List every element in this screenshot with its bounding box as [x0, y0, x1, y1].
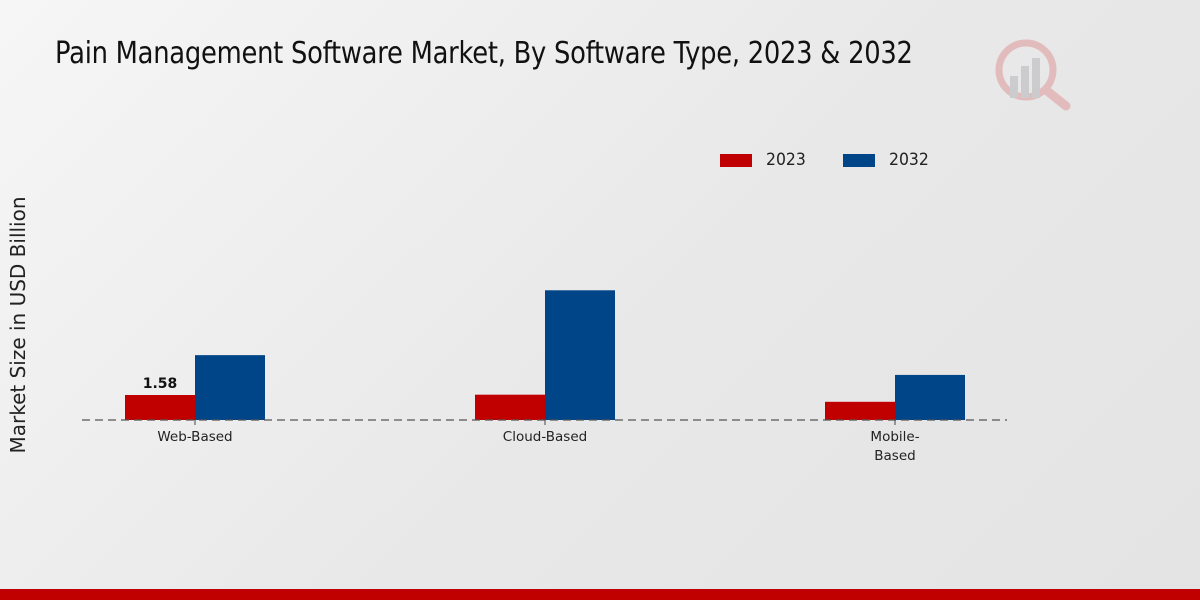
legend-item-2032[interactable]: 2032	[843, 150, 932, 170]
x-tick-label: Cloud-Based	[503, 429, 587, 445]
legend: 2023 2032	[720, 150, 967, 170]
chart-title: Pain Management Software Market, By Soft…	[55, 36, 913, 71]
legend-label-2023: 2023	[766, 150, 806, 170]
legend-label-2032: 2032	[889, 150, 930, 170]
data-label: 1.58	[143, 376, 178, 392]
bar-2032-web-based[interactable]	[195, 355, 265, 420]
bar-2023-cloud-based[interactable]	[475, 394, 545, 420]
legend-swatch-2032	[843, 153, 876, 167]
legend-swatch-2023	[720, 153, 752, 167]
x-tick-label: Mobile-Based	[870, 429, 919, 464]
x-tick-label: Web-Based	[157, 429, 232, 445]
bar-2032-cloud-based[interactable]	[545, 290, 615, 420]
bar-2032-mobile-based[interactable]	[895, 374, 965, 420]
bar-2023-web-based[interactable]	[125, 395, 195, 420]
brand-watermark-icon	[995, 39, 1071, 111]
footer-accent-bar	[0, 589, 1200, 600]
legend-item-2023[interactable]: 2023	[720, 150, 809, 170]
bar-2023-mobile-based[interactable]	[825, 401, 895, 420]
